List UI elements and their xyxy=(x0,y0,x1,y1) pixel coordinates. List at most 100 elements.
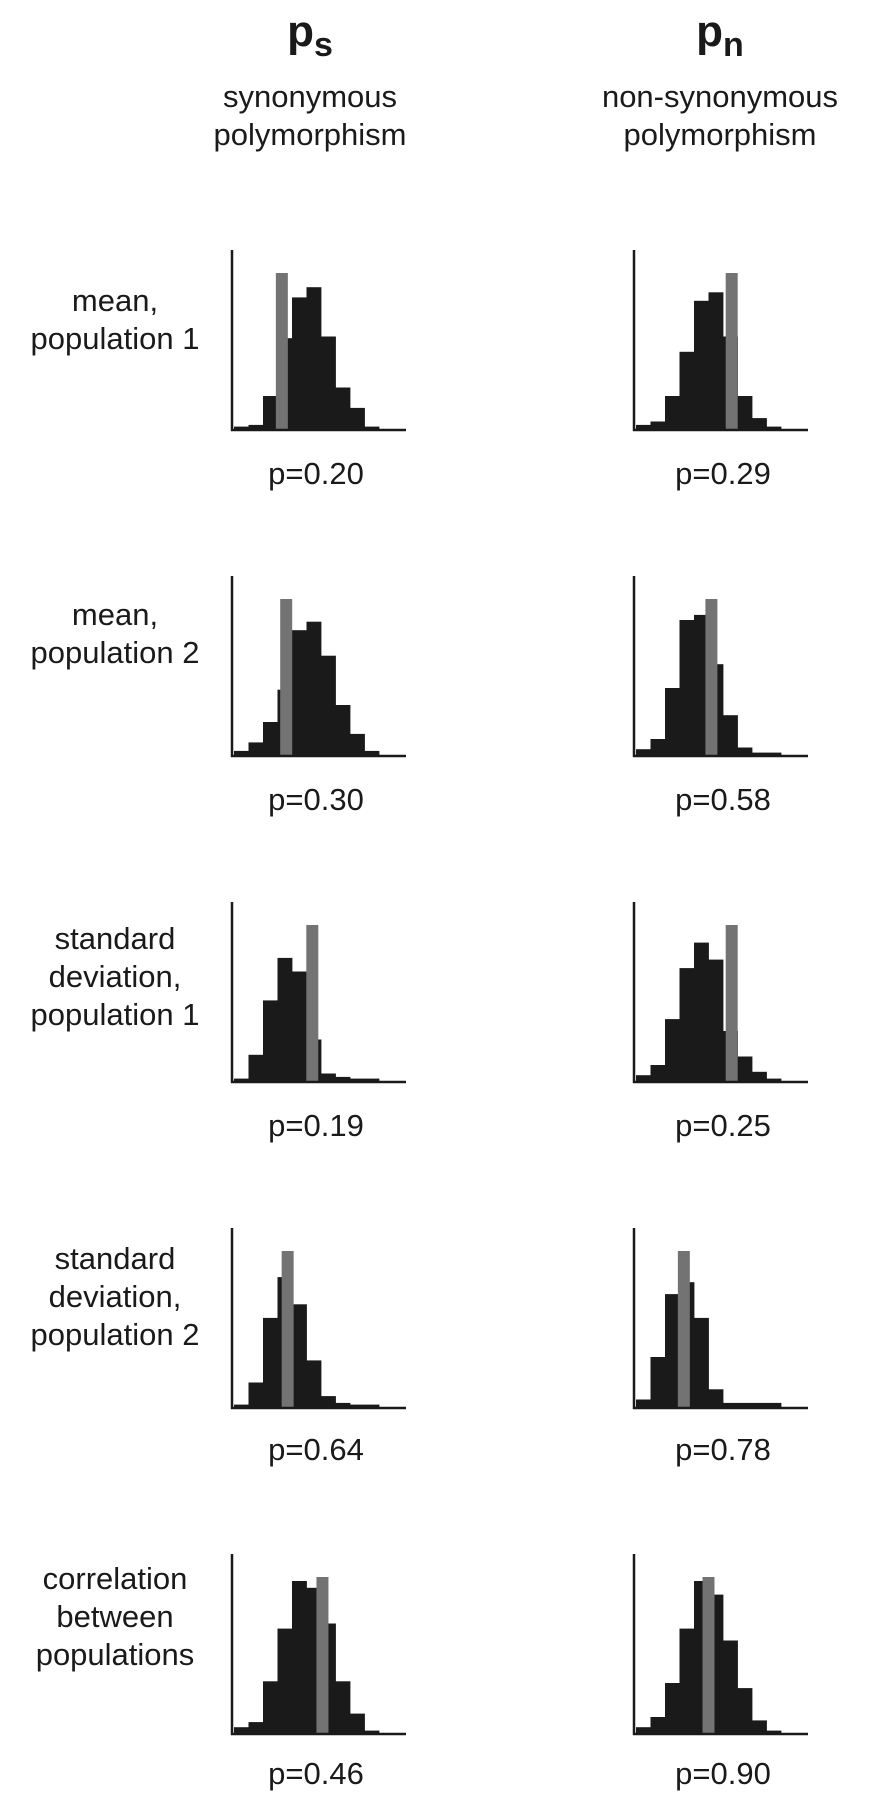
row-label-mean-pop2: mean, population 2 xyxy=(30,597,200,670)
histogram-bar-mean-pop1-pn-0 xyxy=(636,424,651,430)
p-value-correlation-pn: p=0.90 xyxy=(675,1756,771,1791)
histogram-bar-mean-pop1-ps-5 xyxy=(306,287,322,430)
histogram-bar-mean-pop1-pn-2 xyxy=(665,396,680,430)
histogram-bar-sd-pop2-ps-7 xyxy=(335,1402,351,1408)
histogram-sd-pop2-pn xyxy=(632,1228,808,1410)
histogram-bar-correlation-pn-8 xyxy=(752,1720,767,1734)
histogram-bar-mean-pop2-ps-1 xyxy=(248,742,264,756)
histogram-bar-sd-pop1-pn-1 xyxy=(650,1065,666,1082)
histogram-bar-mean-pop2-pn-1 xyxy=(650,739,666,756)
histogram-bar-sd-pop1-ps-3 xyxy=(277,957,293,1082)
histogram-bar-sd-pop2-ps-0 xyxy=(234,1404,249,1408)
histogram-bar-mean-pop2-ps-0 xyxy=(234,750,249,756)
histogram-bar-mean-pop1-ps-8 xyxy=(350,407,365,430)
histogram-bar-correlation-ps-8 xyxy=(350,1713,365,1734)
histogram-bar-sd-pop2-ps-6 xyxy=(321,1396,336,1408)
histogram-bar-sd-pop2-ps-2 xyxy=(263,1317,278,1408)
histogram-bar-correlation-ps-7 xyxy=(335,1681,351,1734)
histogram-bar-correlation-pn-3 xyxy=(679,1628,695,1734)
p-value-mean-pop1-pn: p=0.29 xyxy=(675,456,771,491)
histogram-bar-sd-pop2-pn-8 xyxy=(752,1402,767,1408)
p-value-mean-pop2-ps: p=0.30 xyxy=(268,782,364,817)
histogram-bar-correlation-pn-7 xyxy=(737,1688,753,1734)
histogram-bar-sd-pop2-pn-6 xyxy=(723,1402,738,1408)
histogram-bar-sd-pop2-pn-1 xyxy=(650,1357,666,1408)
row-label-correlation: correlation between populations xyxy=(35,1561,195,1672)
histogram-bar-sd-pop2-pn-9 xyxy=(766,1402,782,1408)
p-value-correlation-ps: p=0.46 xyxy=(268,1756,364,1791)
column-header-synonymous: ps synonymous polymorphism xyxy=(160,8,460,154)
p-value-sd-pop1-pn: p=0.25 xyxy=(675,1108,771,1143)
histogram-bar-sd-pop2-ps-5 xyxy=(306,1360,322,1408)
histogram-bar-sd-pop2-pn-7 xyxy=(737,1402,753,1408)
p-value-mean-pop1-ps: p=0.20 xyxy=(268,456,364,491)
p-value-mean-pop2-pn: p=0.58 xyxy=(675,782,771,817)
histogram-bar-sd-pop1-pn-2 xyxy=(665,1019,680,1082)
row-label-sd-pop1: standard deviation, population 1 xyxy=(30,921,200,1032)
histogram-sd-pop1-pn xyxy=(632,902,808,1084)
column-symbol-pn: pn xyxy=(696,7,744,65)
histogram-bar-sd-pop1-ps-6 xyxy=(321,1073,336,1082)
histogram-bar-correlation-ps-9 xyxy=(364,1730,380,1734)
histogram-bar-sd-pop2-ps-4 xyxy=(292,1304,307,1408)
histogram-bar-sd-pop1-ps-7 xyxy=(335,1076,351,1082)
observed-value-marker-sd-pop1-pn xyxy=(725,925,738,1082)
histogram-bar-mean-pop2-ps-7 xyxy=(335,705,351,756)
histogram-bar-mean-pop1-ps-2 xyxy=(263,396,278,430)
histogram-bar-mean-pop1-pn-1 xyxy=(650,421,666,430)
histogram-bar-sd-pop1-ps-0 xyxy=(234,1078,249,1082)
histogram-bar-mean-pop1-ps-6 xyxy=(321,336,336,430)
histogram-bar-mean-pop2-ps-8 xyxy=(350,733,365,756)
histogram-bar-mean-pop1-ps-9 xyxy=(364,426,380,430)
histogram-bar-mean-pop1-ps-7 xyxy=(335,387,351,430)
histogram-mean-pop1-pn xyxy=(632,250,808,432)
histogram-bar-sd-pop2-ps-8 xyxy=(350,1404,365,1408)
histogram-bar-sd-pop2-pn-4 xyxy=(694,1317,709,1408)
histogram-bar-mean-pop2-ps-9 xyxy=(364,750,380,756)
histogram-bar-mean-pop1-pn-8 xyxy=(752,418,767,430)
histogram-bar-mean-pop2-pn-2 xyxy=(665,688,680,756)
column-header-nonsynonymous: pn non-synonymous polymorphism xyxy=(570,8,870,154)
histogram-bar-correlation-pn-1 xyxy=(650,1717,666,1734)
histogram-bar-sd-pop2-ps-1 xyxy=(248,1382,264,1408)
observed-value-marker-mean-pop1-pn xyxy=(725,273,738,430)
histogram-bar-sd-pop1-pn-8 xyxy=(752,1071,767,1082)
histogram-bar-correlation-ps-3 xyxy=(277,1628,293,1734)
observed-value-marker-correlation-ps xyxy=(316,1577,329,1734)
histogram-correlation-ps xyxy=(230,1554,406,1736)
histogram-bar-mean-pop1-ps-1 xyxy=(248,424,264,430)
histogram-bar-correlation-pn-2 xyxy=(665,1683,680,1734)
histogram-bar-correlation-pn-0 xyxy=(636,1727,651,1734)
histogram-bar-correlation-ps-1 xyxy=(248,1722,264,1734)
histogram-bar-mean-pop2-pn-4 xyxy=(694,614,709,756)
histogram-bar-sd-pop1-ps-9 xyxy=(364,1078,380,1082)
histogram-bar-sd-pop1-ps-8 xyxy=(350,1078,365,1082)
observed-value-marker-correlation-pn xyxy=(702,1577,715,1734)
histogram-bar-sd-pop1-ps-2 xyxy=(263,1000,278,1082)
histogram-bar-sd-pop2-pn-2 xyxy=(665,1294,680,1408)
histogram-bar-sd-pop1-pn-7 xyxy=(737,1056,753,1082)
histogram-bar-mean-pop1-ps-4 xyxy=(292,297,307,430)
row-label-mean-pop1: mean, population 1 xyxy=(30,283,200,356)
row-label-sd-pop2: standard deviation, population 2 xyxy=(30,1241,200,1352)
histogram-bar-mean-pop1-pn-3 xyxy=(679,351,695,430)
histogram-bar-correlation-ps-4 xyxy=(292,1581,307,1734)
histogram-bar-mean-pop2-ps-4 xyxy=(292,630,307,756)
histogram-sd-pop2-ps xyxy=(230,1228,406,1410)
histogram-bar-mean-pop1-pn-4 xyxy=(694,300,709,430)
histogram-bar-mean-pop2-pn-3 xyxy=(679,620,695,756)
column-description-synonymous: synonymous polymorphism xyxy=(213,79,407,152)
histogram-bar-correlation-pn-9 xyxy=(766,1730,782,1734)
histogram-bar-correlation-ps-0 xyxy=(234,1727,249,1734)
column-symbol-ps: ps xyxy=(287,7,333,65)
histogram-bar-mean-pop2-ps-5 xyxy=(306,621,322,756)
histogram-bar-sd-pop1-pn-0 xyxy=(636,1075,651,1082)
histogram-bar-sd-pop1-pn-4 xyxy=(694,942,709,1082)
histogram-bar-mean-pop2-pn-8 xyxy=(752,752,767,756)
histogram-sd-pop1-ps xyxy=(230,902,406,1084)
histogram-bar-mean-pop2-ps-2 xyxy=(263,722,278,756)
histogram-bar-correlation-pn-6 xyxy=(723,1640,738,1734)
histogram-bar-sd-pop2-pn-0 xyxy=(636,1399,651,1408)
histogram-bar-mean-pop2-pn-6 xyxy=(723,715,738,756)
observed-value-marker-mean-pop2-ps xyxy=(280,599,293,756)
